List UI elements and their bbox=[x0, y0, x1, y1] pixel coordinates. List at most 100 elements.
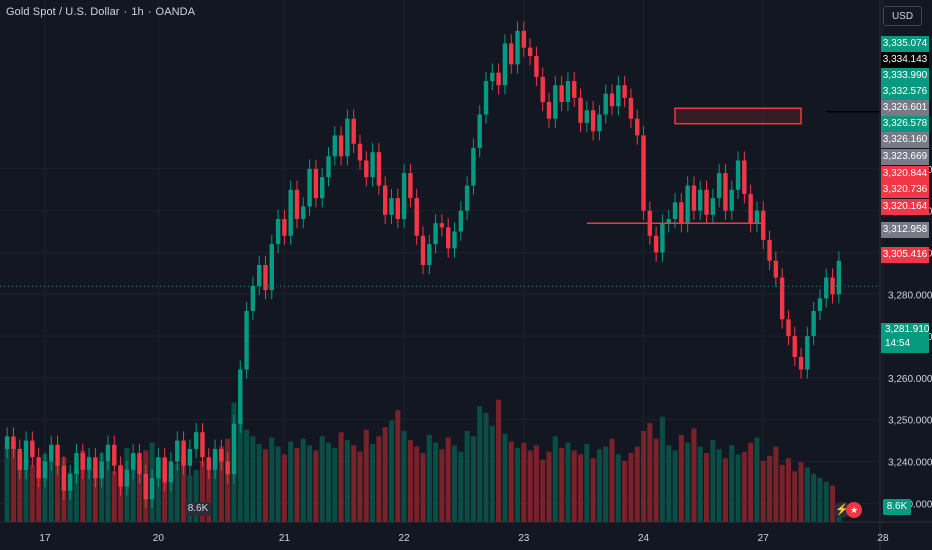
candle-body bbox=[509, 43, 514, 65]
candle-body bbox=[143, 474, 148, 500]
candle-body bbox=[698, 189, 703, 211]
candle-body bbox=[49, 444, 54, 462]
volume-bar bbox=[319, 436, 325, 522]
volume-bar bbox=[237, 418, 243, 522]
volume-bar bbox=[697, 446, 703, 522]
candle-body bbox=[836, 260, 842, 295]
volume-bar bbox=[760, 460, 766, 522]
candle-body bbox=[11, 436, 16, 449]
bar-countdown: 14:54 bbox=[885, 338, 911, 349]
candle-body bbox=[364, 160, 369, 178]
currency-button[interactable]: USD bbox=[883, 6, 922, 26]
volume-bar bbox=[508, 441, 514, 522]
volume-bar bbox=[111, 471, 117, 522]
volume-bar bbox=[798, 462, 804, 522]
volume-bar bbox=[206, 467, 212, 522]
price-tag: 3,326.601 bbox=[881, 100, 929, 116]
volume-bar bbox=[281, 454, 287, 522]
candle-body bbox=[269, 244, 274, 291]
volume-bar bbox=[804, 467, 810, 522]
candle-body bbox=[112, 444, 117, 466]
candle-body bbox=[238, 369, 243, 424]
volume-bar bbox=[590, 458, 596, 522]
volume-bar bbox=[577, 454, 584, 522]
interval[interactable]: 1h bbox=[131, 6, 144, 18]
volume-bar bbox=[678, 434, 684, 522]
volume-bar bbox=[10, 441, 16, 522]
candle-body bbox=[483, 81, 489, 115]
candle-body bbox=[326, 156, 331, 178]
volume-bar bbox=[338, 432, 344, 522]
volume-bar bbox=[622, 460, 628, 522]
price-tag: 3,312.958 bbox=[881, 222, 929, 238]
candle-body bbox=[653, 235, 659, 253]
candle-body bbox=[42, 461, 48, 479]
candle-body bbox=[301, 206, 306, 220]
candle-body bbox=[67, 474, 73, 491]
volume-bar bbox=[540, 459, 546, 522]
volume-bar bbox=[552, 436, 558, 522]
candle-body bbox=[105, 444, 111, 462]
volume-bar bbox=[262, 449, 269, 522]
price-tag: 3,323.669 bbox=[881, 149, 929, 165]
candle-body bbox=[660, 223, 665, 253]
candle-body bbox=[408, 173, 413, 199]
volume-bar bbox=[596, 449, 602, 522]
volume-bar bbox=[659, 416, 665, 522]
us-flag-icon[interactable]: ★ bbox=[846, 502, 862, 518]
volume-bar bbox=[388, 420, 395, 522]
chart-title: Gold Spot / U.S. Dollar · 1h · OANDA bbox=[6, 6, 196, 18]
candle-body bbox=[118, 465, 123, 487]
volume-bar bbox=[414, 446, 420, 522]
volume-bar bbox=[307, 445, 313, 522]
candle-body bbox=[17, 448, 22, 470]
volume-bar bbox=[199, 460, 205, 522]
volume-bar bbox=[666, 445, 672, 522]
candle-body bbox=[23, 440, 29, 470]
volume-bar bbox=[325, 442, 332, 522]
time-tick-label: 21 bbox=[279, 533, 291, 544]
candle-body bbox=[433, 223, 438, 245]
volume-bar bbox=[741, 451, 747, 522]
candle-body bbox=[181, 440, 186, 466]
candle-body bbox=[534, 55, 539, 77]
volume-bar bbox=[370, 444, 376, 522]
time-tick-label: 23 bbox=[518, 533, 530, 544]
price-tag: 3,326.160 bbox=[881, 132, 929, 148]
price-tag: 3,326.578 bbox=[881, 116, 929, 132]
candle-body bbox=[635, 118, 640, 136]
candle-body bbox=[4, 436, 10, 449]
volume-bar bbox=[300, 438, 306, 522]
candle-body bbox=[452, 231, 457, 249]
supply-zone bbox=[674, 107, 802, 125]
candle-body bbox=[130, 453, 136, 470]
candle-body bbox=[798, 356, 804, 370]
candle-body bbox=[584, 110, 590, 123]
volume-bar bbox=[36, 470, 42, 522]
volume-bar bbox=[496, 399, 502, 522]
candle-body bbox=[641, 135, 646, 211]
candle-body bbox=[212, 448, 218, 470]
candle-body bbox=[672, 202, 678, 220]
volume-bar bbox=[168, 473, 174, 522]
candle-body bbox=[729, 189, 734, 211]
candle-body bbox=[805, 336, 810, 370]
volume-bar bbox=[357, 451, 363, 522]
candle-body bbox=[578, 97, 583, 123]
candle-body bbox=[225, 461, 230, 475]
volume-bar bbox=[527, 450, 533, 522]
volume-bar bbox=[451, 445, 458, 522]
volume-bar bbox=[42, 454, 48, 522]
volume-bar bbox=[48, 460, 54, 522]
candle-body bbox=[565, 81, 571, 102]
candle-body bbox=[206, 457, 211, 470]
candle-body bbox=[710, 198, 716, 215]
candle-body bbox=[200, 432, 205, 458]
candle-body bbox=[219, 448, 224, 462]
candle-body bbox=[691, 185, 697, 211]
volume-bar bbox=[401, 431, 407, 522]
volume-bar bbox=[29, 464, 35, 522]
time-tick-label: 28 bbox=[877, 533, 889, 544]
candle-body bbox=[401, 173, 407, 220]
